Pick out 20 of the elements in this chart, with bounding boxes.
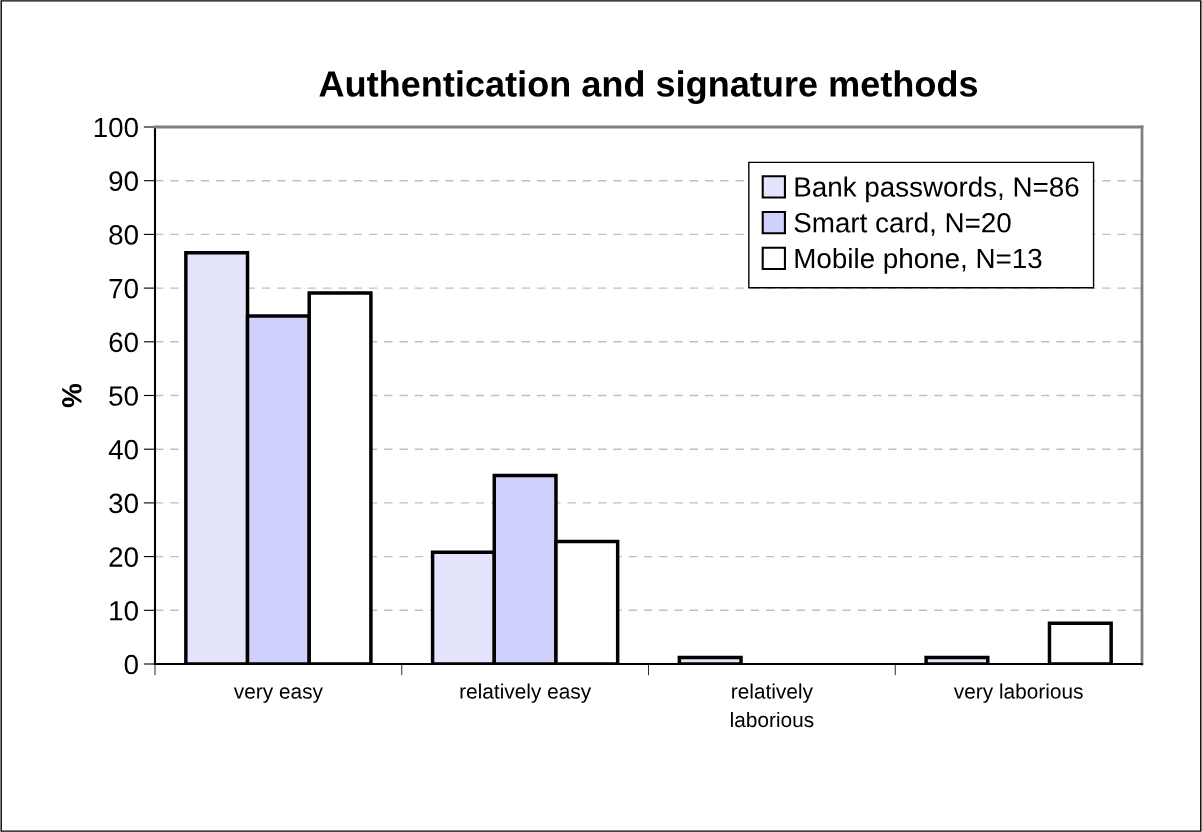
y-tick-label: 80: [109, 225, 138, 245]
y-tick-label: 70: [109, 278, 138, 299]
y-tick-label: 90: [109, 171, 138, 192]
legend-label: Mobile phone, N=13: [795, 247, 1042, 274]
y-tick-label: 0: [124, 654, 138, 675]
legend-label: Smart card, N=20: [794, 212, 1011, 236]
y-tick-label: 30: [109, 493, 138, 514]
y-tick-label: 60: [109, 332, 138, 353]
y-tick-label: 10: [110, 600, 138, 621]
chart-title: Authentication and signature methods: [319, 70, 978, 105]
y-tick-label: 40: [108, 439, 138, 460]
y-tick-label: 20: [109, 547, 138, 567]
x-tick-label: very easy: [233, 687, 323, 703]
x-tick-label: very laborious: [953, 683, 1083, 703]
x-tick-label: relatively easy: [460, 683, 592, 703]
y-tick-label: 50: [109, 386, 138, 406]
legend-label: Bank passwords, N=86: [795, 176, 1079, 203]
x-tick-label: relatively laborious: [731, 683, 814, 728]
y-tick-label: 100: [94, 117, 138, 138]
y-axis-title: %: [62, 383, 82, 408]
